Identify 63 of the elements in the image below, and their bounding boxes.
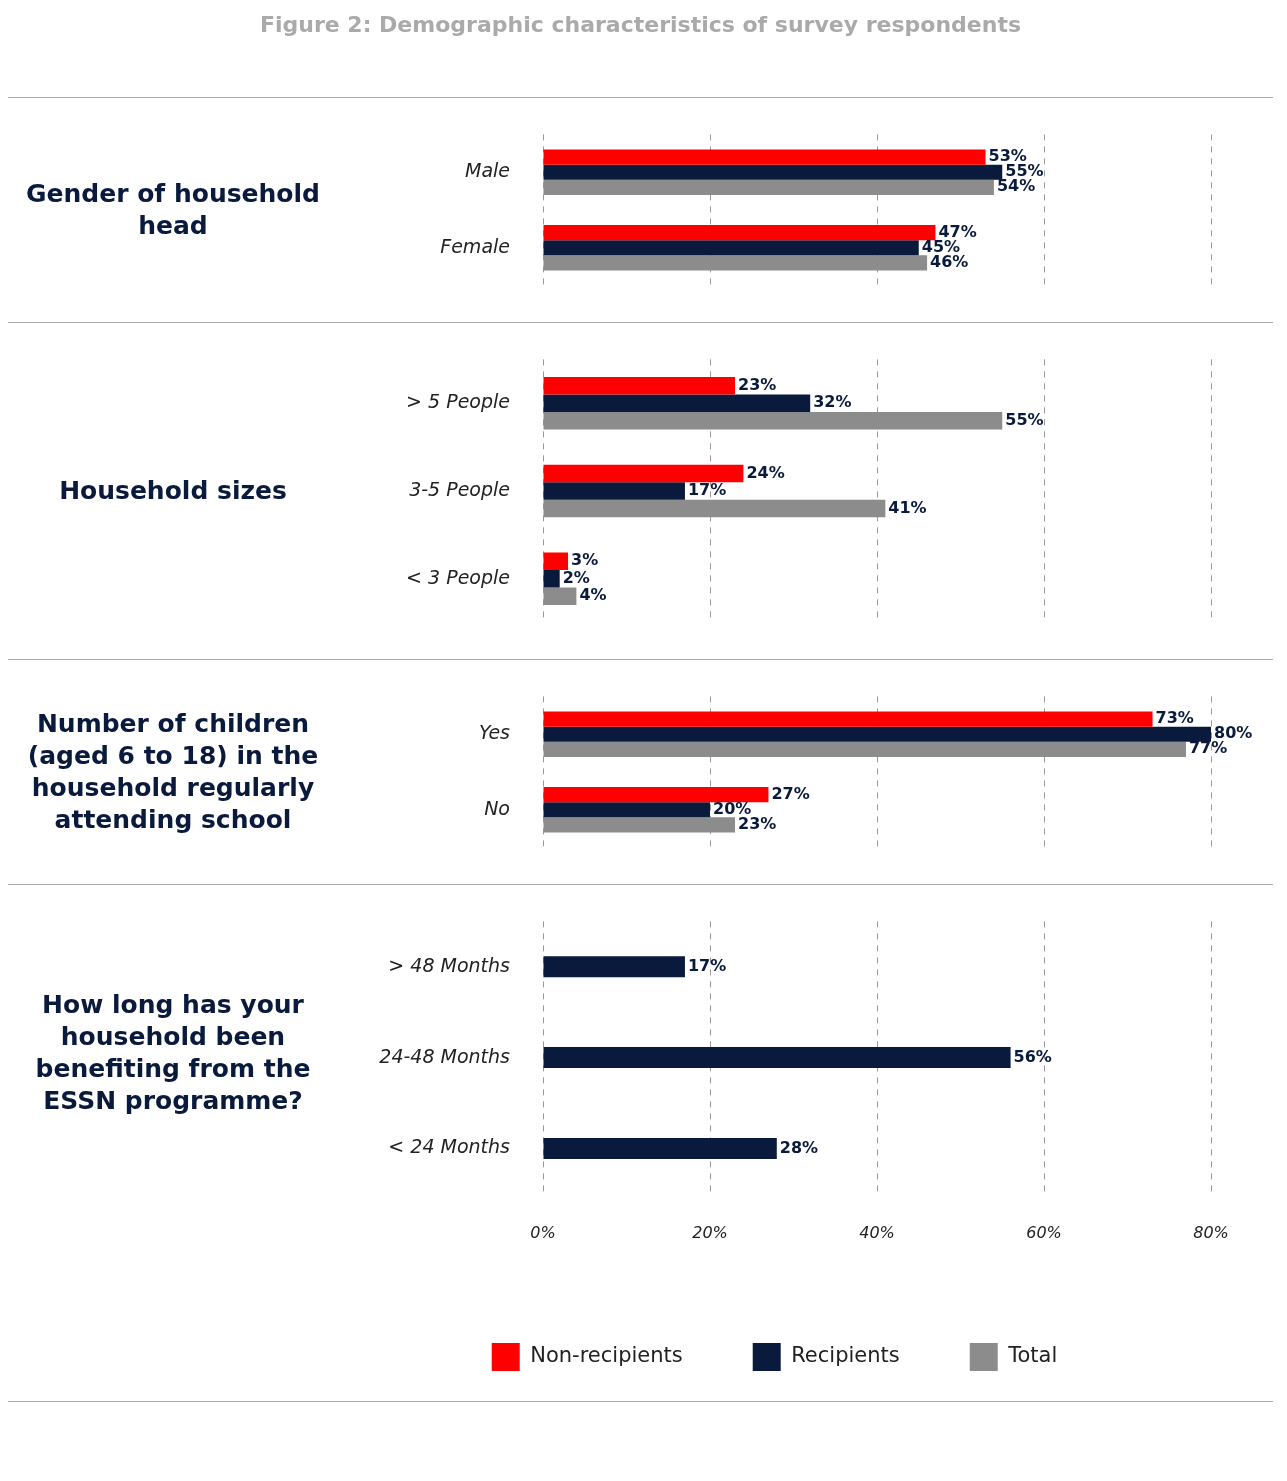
y-tick-label: Female [440, 234, 510, 257]
data-label: 4% [579, 585, 607, 605]
y-tick-label: 24-48 Months [379, 1044, 511, 1067]
data-label: 77% [1188, 738, 1228, 758]
data-label: 24% [746, 462, 785, 482]
y-tick-label: < 3 People [406, 565, 510, 588]
data-label: 54% [996, 176, 1036, 196]
bar [543, 787, 769, 803]
bar [543, 956, 685, 978]
x-tick-label: 40% [859, 1222, 895, 1242]
bar [543, 149, 986, 165]
bar [543, 464, 744, 483]
y-tick-label: > 48 Months [388, 953, 511, 976]
x-tick-label: 0% [530, 1222, 556, 1242]
data-label: 41% [888, 497, 927, 517]
data-label: 23% [738, 374, 777, 394]
bar [543, 552, 569, 570]
x-tick-label: 80% [1193, 1222, 1229, 1242]
bar [543, 726, 1211, 742]
y-axis-title: Gender of household head [25, 178, 321, 242]
legend-label: Non-recipients [530, 1343, 683, 1368]
y-tick-label: < 24 Months [388, 1135, 511, 1158]
y-tick-label: Male [464, 159, 510, 182]
y-tick-label: No [484, 796, 510, 819]
y-tick-label: Yes [478, 721, 511, 744]
bar [543, 1137, 777, 1159]
y-axis-title: Number of children (aged 6 to 18) in the household regularly attending school [26, 708, 320, 836]
legend-label: Recipients [791, 1343, 900, 1368]
bar [543, 376, 736, 395]
data-label: 17% [687, 955, 727, 975]
legend-label: Total [1007, 1343, 1058, 1368]
bar [543, 394, 811, 413]
y-axis-title: How long has your household been benefiting from the ESSN programme? [34, 989, 312, 1117]
data-label: 17% [687, 480, 727, 500]
bar [543, 164, 1003, 180]
y-axis-title: Household sizes [58, 475, 288, 507]
bar [543, 482, 685, 500]
bar [543, 711, 1153, 727]
bar [543, 741, 1186, 757]
bar [543, 412, 1003, 430]
bar [543, 179, 994, 195]
bar [543, 802, 710, 818]
data-label: 55% [1005, 409, 1044, 429]
bar [543, 587, 577, 606]
bar [543, 255, 928, 271]
bar [543, 225, 936, 241]
bar [543, 499, 886, 518]
data-label: 27% [771, 783, 810, 803]
data-label: 2% [562, 567, 590, 587]
data-label: 73% [1155, 708, 1194, 728]
bar [543, 817, 736, 833]
x-tick-label: 60% [1026, 1222, 1062, 1242]
x-tick-label: 20% [692, 1222, 728, 1242]
y-tick-label: > 5 People [406, 390, 510, 413]
data-label: 3% [571, 550, 599, 570]
y-tick-label: 3-5 People [409, 477, 510, 500]
bar [543, 1047, 1011, 1069]
bar [543, 240, 919, 256]
data-label: 56% [1013, 1046, 1052, 1066]
chart-title: Figure 2: Demographic characteristics of survey respondents [258, 11, 1023, 39]
data-label: 32% [813, 392, 852, 412]
data-label: 28% [779, 1137, 819, 1157]
bar [543, 569, 560, 588]
